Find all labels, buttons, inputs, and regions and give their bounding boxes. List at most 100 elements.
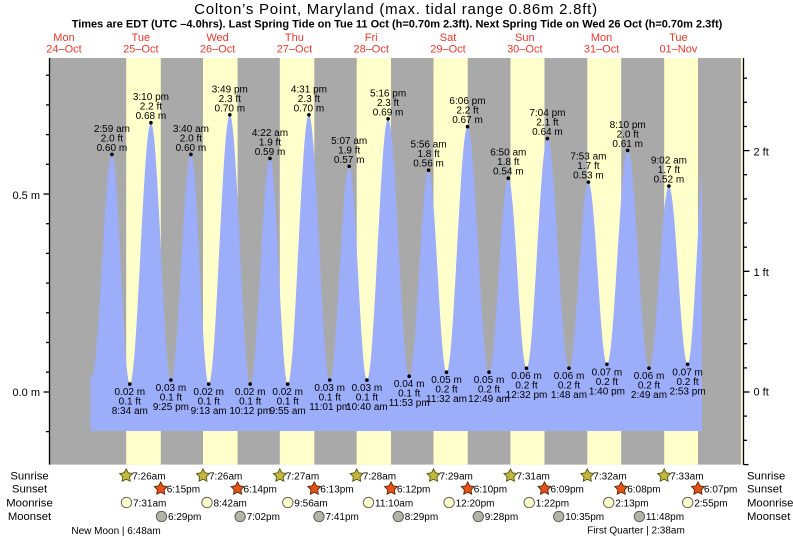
svg-text:7:26am: 7:26am — [209, 472, 242, 483]
svg-text:6:14pm: 6:14pm — [244, 485, 277, 496]
svg-text:6:29pm: 6:29pm — [168, 512, 201, 523]
svg-text:1:40 pm: 1:40 pm — [589, 386, 625, 397]
svg-text:0.02 m: 0.02 m — [235, 387, 266, 398]
svg-text:0.59 m: 0.59 m — [255, 147, 286, 158]
svg-text:7:33am: 7:33am — [670, 472, 703, 483]
svg-text:0.67 m: 0.67 m — [452, 115, 483, 126]
svg-text:12:20pm: 12:20pm — [456, 499, 495, 510]
svg-text:6:12pm: 6:12pm — [397, 485, 430, 496]
svg-text:28–Oct: 28–Oct — [353, 44, 388, 56]
svg-text:25–Oct: 25–Oct — [123, 44, 158, 56]
svg-text:Fri: Fri — [365, 32, 378, 44]
svg-text:7:41pm: 7:41pm — [326, 512, 359, 523]
svg-text:0.04 m: 0.04 m — [394, 379, 425, 390]
svg-text:7:04 pm: 7:04 pm — [529, 108, 565, 119]
svg-text:0.0 m: 0.0 m — [12, 387, 40, 399]
svg-text:6:08pm: 6:08pm — [627, 485, 660, 496]
svg-text:1:22pm: 1:22pm — [536, 499, 569, 510]
svg-text:0.52 m: 0.52 m — [654, 175, 685, 186]
svg-text:2:55pm: 2:55pm — [694, 499, 727, 510]
svg-text:9:25 pm: 9:25 pm — [153, 402, 189, 413]
svg-text:0.2 ft: 0.2 ft — [638, 381, 660, 392]
svg-text:0.07 m: 0.07 m — [672, 367, 703, 378]
svg-text:8:34 am: 8:34 am — [112, 406, 148, 417]
svg-text:4:22 am: 4:22 am — [252, 128, 288, 139]
svg-text:2.3 ft: 2.3 ft — [377, 98, 399, 109]
svg-text:0.53 m: 0.53 m — [573, 171, 604, 182]
svg-text:5:16 pm: 5:16 pm — [370, 88, 406, 99]
svg-text:6:09pm: 6:09pm — [551, 485, 584, 496]
svg-text:0.1 ft: 0.1 ft — [198, 397, 220, 408]
svg-text:4:31 pm: 4:31 pm — [291, 84, 327, 95]
svg-text:2.3 ft: 2.3 ft — [298, 94, 320, 105]
svg-text:0.5 m: 0.5 m — [12, 190, 40, 202]
svg-text:1.9 ft: 1.9 ft — [259, 137, 281, 148]
svg-text:Moonset: Moonset — [8, 511, 52, 523]
svg-text:0.60 m: 0.60 m — [97, 143, 128, 154]
svg-text:2 ft: 2 ft — [754, 146, 769, 158]
svg-text:9:55 am: 9:55 am — [270, 406, 306, 417]
svg-text:2.0 ft: 2.0 ft — [180, 133, 202, 144]
svg-text:Sat: Sat — [440, 32, 457, 44]
svg-text:0.2 ft: 0.2 ft — [478, 385, 500, 396]
svg-text:2.1 ft: 2.1 ft — [536, 118, 558, 129]
svg-text:29–Oct: 29–Oct — [430, 44, 465, 56]
svg-text:0.70 m: 0.70 m — [215, 103, 246, 114]
svg-text:Tue: Tue — [669, 32, 688, 44]
svg-text:Sun: Sun — [515, 32, 535, 44]
svg-text:0.03 m: 0.03 m — [156, 383, 187, 394]
svg-text:6:10pm: 6:10pm — [474, 485, 507, 496]
svg-text:0.2 ft: 0.2 ft — [676, 377, 698, 388]
svg-text:11:01 pm: 11:01 pm — [309, 402, 350, 413]
svg-text:0.1 ft: 0.1 ft — [398, 389, 420, 400]
svg-text:5:56 am: 5:56 am — [411, 140, 447, 151]
svg-text:0.06 m: 0.06 m — [554, 371, 585, 382]
svg-text:9:13 am: 9:13 am — [191, 406, 227, 417]
svg-text:1.8 ft: 1.8 ft — [497, 157, 519, 168]
svg-text:First Quarter | 2:38am: First Quarter | 2:38am — [587, 526, 685, 537]
svg-text:12:49 am: 12:49 am — [468, 394, 510, 405]
svg-text:1.8 ft: 1.8 ft — [417, 149, 439, 160]
svg-text:6:50 am: 6:50 am — [490, 148, 526, 159]
svg-text:0.1 ft: 0.1 ft — [277, 397, 299, 408]
svg-text:2.2 ft: 2.2 ft — [140, 102, 162, 113]
svg-text:1:48 am: 1:48 am — [551, 390, 587, 401]
svg-text:1.7 ft: 1.7 ft — [577, 161, 599, 172]
svg-text:Tue: Tue — [132, 32, 151, 44]
svg-text:0.06 m: 0.06 m — [511, 371, 542, 382]
svg-text:3:40 am: 3:40 am — [173, 124, 209, 135]
svg-text:12:32 pm: 12:32 pm — [506, 390, 548, 401]
svg-text:Colton’s Point, Maryland (max.: Colton’s Point, Maryland (max. tidal ran… — [194, 1, 598, 18]
svg-text:7:31am: 7:31am — [517, 472, 550, 483]
svg-text:2:59 am: 2:59 am — [94, 124, 130, 135]
svg-text:0.1 ft: 0.1 ft — [356, 393, 378, 404]
svg-text:Thu: Thu — [285, 32, 304, 44]
svg-text:6:15pm: 6:15pm — [167, 485, 200, 496]
svg-text:7:26am: 7:26am — [132, 472, 165, 483]
svg-text:Moonset: Moonset — [747, 511, 791, 523]
svg-text:6:07pm: 6:07pm — [704, 485, 737, 496]
svg-text:01–Nov: 01–Nov — [659, 44, 697, 56]
svg-text:7:02pm: 7:02pm — [247, 512, 280, 523]
svg-text:11:10am: 11:10am — [375, 499, 413, 510]
svg-text:26–Oct: 26–Oct — [200, 44, 235, 56]
svg-text:7:32am: 7:32am — [593, 472, 626, 483]
svg-text:0.64 m: 0.64 m — [532, 127, 563, 138]
svg-text:Sunrise: Sunrise — [747, 471, 785, 483]
svg-text:0.02 m: 0.02 m — [272, 387, 303, 398]
svg-text:Times are EDT (UTC –4.0hrs). L: Times are EDT (UTC –4.0hrs). Last Spring… — [72, 19, 723, 31]
svg-text:0.03 m: 0.03 m — [314, 383, 345, 394]
svg-text:8:10 pm: 8:10 pm — [610, 120, 646, 131]
svg-text:0.05 m: 0.05 m — [431, 375, 462, 386]
svg-text:Wed: Wed — [206, 32, 228, 44]
svg-text:30–Oct: 30–Oct — [507, 44, 542, 56]
svg-text:7:53 am: 7:53 am — [570, 152, 606, 163]
svg-text:9:56am: 9:56am — [294, 499, 327, 510]
svg-text:0.1 ft: 0.1 ft — [319, 393, 341, 404]
svg-text:0.56 m: 0.56 m — [413, 159, 444, 170]
svg-text:0.1 ft: 0.1 ft — [239, 397, 261, 408]
svg-text:3:10 pm: 3:10 pm — [133, 92, 169, 103]
svg-text:7:27am: 7:27am — [286, 472, 319, 483]
svg-text:0.1 ft: 0.1 ft — [160, 393, 182, 404]
svg-text:27–Oct: 27–Oct — [277, 44, 312, 56]
